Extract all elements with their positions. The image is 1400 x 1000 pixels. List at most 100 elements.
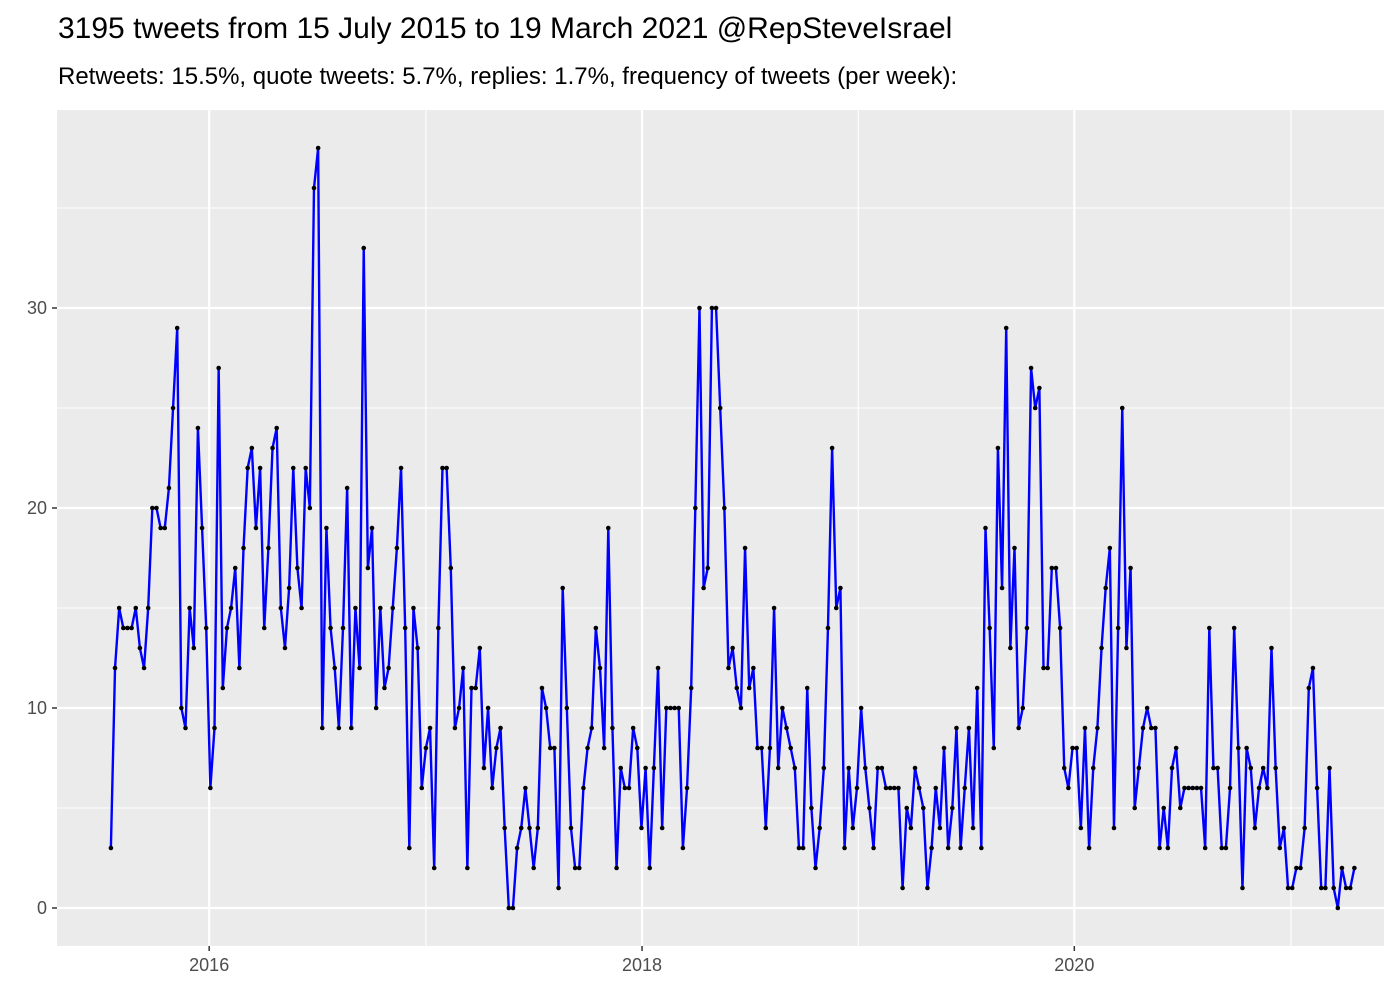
data-point bbox=[896, 785, 901, 791]
data-point bbox=[133, 605, 139, 611]
data-point bbox=[419, 785, 425, 791]
data-point bbox=[543, 705, 549, 711]
data-point bbox=[572, 865, 578, 871]
data-point bbox=[150, 505, 155, 511]
data-point bbox=[253, 525, 259, 531]
data-point bbox=[1281, 825, 1287, 831]
data-point bbox=[635, 745, 640, 751]
data-point bbox=[854, 785, 860, 791]
data-point bbox=[1045, 665, 1050, 671]
data-point bbox=[373, 705, 379, 711]
data-point bbox=[701, 585, 706, 591]
data-point bbox=[1215, 765, 1220, 771]
data-point bbox=[241, 545, 246, 551]
data-point bbox=[535, 825, 541, 831]
data-point bbox=[809, 805, 814, 811]
data-point bbox=[1219, 845, 1225, 851]
data-point bbox=[560, 585, 565, 591]
data-point bbox=[369, 525, 375, 531]
data-point bbox=[324, 525, 329, 531]
data-point bbox=[734, 685, 740, 691]
data-point bbox=[514, 845, 520, 851]
data-point bbox=[697, 305, 702, 311]
data-point bbox=[1003, 325, 1009, 331]
data-point bbox=[1057, 625, 1063, 631]
data-point bbox=[460, 665, 466, 671]
x-tick-label: 2016 bbox=[189, 955, 229, 975]
data-point bbox=[282, 645, 288, 651]
data-point bbox=[1095, 725, 1100, 731]
data-point bbox=[680, 845, 686, 851]
data-point bbox=[108, 845, 114, 851]
data-point bbox=[858, 705, 864, 711]
data-point bbox=[203, 625, 209, 631]
data-point bbox=[129, 625, 134, 631]
data-point bbox=[518, 825, 524, 831]
data-point bbox=[1211, 765, 1216, 771]
data-point bbox=[299, 605, 304, 611]
chart-subtitle: Retweets: 15.5%, quote tweets: 5.7%, rep… bbox=[58, 63, 958, 90]
data-point bbox=[929, 845, 934, 851]
data-point bbox=[456, 705, 462, 711]
data-point bbox=[643, 765, 648, 771]
data-point bbox=[937, 825, 943, 831]
data-point bbox=[1289, 885, 1295, 891]
data-point bbox=[249, 445, 255, 451]
data-point bbox=[1115, 625, 1121, 631]
data-point bbox=[1347, 885, 1353, 891]
data-point bbox=[469, 685, 474, 691]
data-point bbox=[1298, 865, 1303, 871]
data-point bbox=[423, 745, 429, 751]
data-point bbox=[1061, 765, 1067, 771]
data-point bbox=[216, 365, 221, 371]
data-point bbox=[842, 845, 847, 851]
data-point bbox=[307, 505, 313, 511]
data-point bbox=[319, 725, 325, 731]
data-point bbox=[1260, 765, 1266, 771]
data-point bbox=[792, 765, 798, 771]
data-point bbox=[1157, 845, 1162, 851]
data-point bbox=[1294, 865, 1299, 871]
data-point bbox=[1190, 785, 1196, 791]
data-point bbox=[950, 805, 955, 811]
data-point bbox=[1016, 725, 1021, 731]
data-point bbox=[614, 865, 619, 871]
data-point bbox=[850, 825, 856, 831]
data-point bbox=[688, 685, 694, 691]
data-point bbox=[833, 605, 839, 611]
data-point bbox=[862, 765, 868, 771]
data-point bbox=[386, 665, 391, 671]
data-point bbox=[444, 465, 449, 471]
data-point bbox=[1020, 705, 1026, 711]
data-point bbox=[1041, 665, 1046, 671]
data-point bbox=[266, 545, 271, 551]
data-point bbox=[448, 565, 454, 571]
data-point bbox=[759, 745, 764, 751]
x-tick-label: 2020 bbox=[1054, 955, 1094, 975]
data-point bbox=[365, 565, 371, 571]
data-point bbox=[245, 465, 250, 471]
data-point bbox=[1248, 765, 1254, 771]
data-point bbox=[564, 705, 570, 711]
data-point bbox=[1352, 865, 1357, 871]
data-point bbox=[121, 625, 126, 631]
data-point bbox=[154, 505, 159, 511]
data-point bbox=[436, 625, 441, 631]
data-point bbox=[991, 745, 997, 751]
data-point bbox=[1008, 645, 1013, 651]
data-point bbox=[622, 785, 628, 791]
data-point bbox=[232, 565, 238, 571]
data-point bbox=[303, 465, 309, 471]
x-tick-label: 2018 bbox=[622, 955, 662, 975]
data-point bbox=[328, 625, 333, 631]
data-point bbox=[452, 725, 458, 731]
data-point bbox=[742, 545, 748, 551]
data-point bbox=[1053, 565, 1059, 571]
data-point bbox=[125, 625, 130, 631]
data-point bbox=[775, 765, 781, 771]
data-point bbox=[1256, 785, 1262, 791]
data-point bbox=[722, 505, 727, 511]
data-point bbox=[1132, 805, 1138, 811]
data-point bbox=[1090, 765, 1096, 771]
data-point bbox=[489, 785, 495, 791]
